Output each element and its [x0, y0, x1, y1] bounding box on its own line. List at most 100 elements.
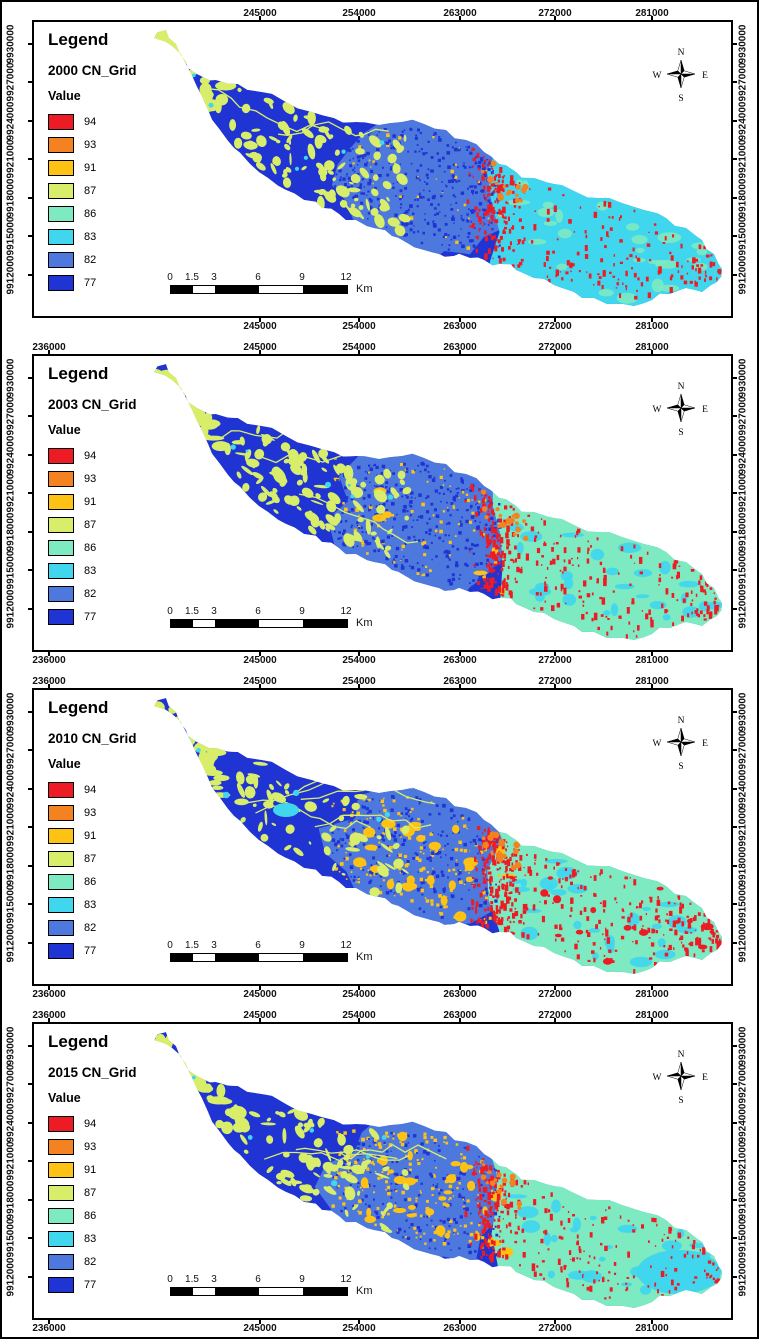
- axis-tick: [28, 377, 32, 379]
- axis-tick: [28, 415, 32, 417]
- legend-entry: 94: [48, 778, 137, 801]
- legend-entries: 94 93 91 87 86 83 82 77: [48, 778, 137, 962]
- map-frame: Legend 2003 CN_Grid Value 94 93 91 87 86 83 82…: [32, 354, 733, 652]
- axis-tick: [28, 1276, 32, 1278]
- y-axis-label-left: 9912000: [5, 255, 17, 295]
- legend-entry: 83: [48, 225, 137, 248]
- y-axis-label-right: 9921000: [737, 139, 749, 179]
- legend-swatch-83: [48, 1230, 74, 1247]
- y-axis-label-left: 9915000: [5, 884, 17, 924]
- legend-entry-value: 91: [84, 161, 97, 174]
- y-axis-label-left: 9930000: [5, 692, 17, 732]
- map-frame: Legend 2015 CN_Grid Value 94 93 91 87 86 83 82…: [32, 1022, 733, 1320]
- legend-swatch-82: [48, 585, 74, 602]
- legend-entries: 94 93 91 87 86 83 82 77: [48, 1112, 137, 1296]
- legend-entry-value: 87: [84, 1186, 97, 1199]
- legend-entry: 87: [48, 513, 137, 536]
- legend-entry: 83: [48, 893, 137, 916]
- axis-tick: [733, 788, 737, 790]
- y-axis-label-right: 9912000: [737, 255, 749, 295]
- y-axis-label-right: 9918000: [737, 512, 749, 552]
- compass-e-label: E: [702, 71, 708, 81]
- legend-swatch-82: [48, 1253, 74, 1270]
- legend-entry-value: 77: [84, 944, 97, 957]
- legend-entry-value: 93: [84, 1140, 97, 1153]
- legend-entry: 86: [48, 202, 137, 225]
- axis-tick: [259, 318, 261, 322]
- compass-w-label: W: [653, 739, 662, 749]
- legend-entry: 94: [48, 444, 137, 467]
- scale-label: 1.5: [185, 272, 199, 283]
- x-axis-label-top: 272000: [538, 8, 572, 19]
- watershed-map: [154, 30, 722, 306]
- legend-swatch-82: [48, 251, 74, 268]
- axis-tick: [28, 531, 32, 533]
- legend-entry: 87: [48, 179, 137, 202]
- north-arrow: N E S W: [646, 370, 716, 440]
- y-axis-label-left: 9930000: [5, 1026, 17, 1066]
- scale-label: 1.5: [185, 606, 199, 617]
- legend-entry-value: 82: [84, 253, 97, 266]
- scale-label: 1.5: [185, 1274, 199, 1285]
- legend-swatch-91: [48, 159, 74, 176]
- map-frame: Legend 2010 CN_Grid Value 94 93 91 87 86 83 82…: [32, 688, 733, 986]
- x-axis-label-bottom: 254000: [342, 989, 376, 1000]
- y-axis-label-right: 9927000: [737, 1064, 749, 1104]
- axis-tick: [733, 377, 737, 379]
- x-axis-label-bottom: 263000: [443, 989, 477, 1000]
- x-axis-label-top: 245000: [243, 8, 277, 19]
- legend-entry-value: 82: [84, 1255, 97, 1268]
- x-axis-label-top: 254000: [342, 8, 376, 19]
- legend-entry-value: 91: [84, 495, 97, 508]
- north-arrow: N E S W: [646, 1038, 716, 1108]
- y-axis-label-right: 9930000: [737, 692, 749, 732]
- scale-bar-segment: [215, 1288, 259, 1295]
- axis-tick: [28, 43, 32, 45]
- y-axis-label-left: 9921000: [5, 139, 17, 179]
- legend-entry: 86: [48, 1204, 137, 1227]
- x-axis-label-bottom: 245000: [243, 655, 277, 666]
- legend-entry: 91: [48, 490, 137, 513]
- x-axis-label-bottom: 254000: [342, 321, 376, 332]
- axis-tick: [28, 274, 32, 276]
- legend-entry: 91: [48, 156, 137, 179]
- scale-bar-segment: [303, 286, 347, 293]
- legend-value-label: Value: [48, 1091, 81, 1105]
- x-axis-label-bottom: 281000: [635, 655, 669, 666]
- scale-label: 9: [299, 940, 305, 951]
- axis-tick: [28, 235, 32, 237]
- legend-entry: 93: [48, 133, 137, 156]
- scale-label: 0: [167, 606, 173, 617]
- legend-entry-value: 83: [84, 1232, 97, 1245]
- scale-bar-segment: [215, 954, 259, 961]
- legend-layer-title: 2003 CN_Grid: [48, 397, 137, 412]
- y-axis-label-right: 9912000: [737, 1257, 749, 1297]
- x-axis-label-top: 263000: [443, 676, 477, 687]
- y-axis-label-right: 9930000: [737, 1026, 749, 1066]
- legend-swatch-86: [48, 205, 74, 222]
- y-axis-label-right: 9915000: [737, 550, 749, 590]
- x-axis-label-top: 236000: [32, 342, 66, 353]
- axis-tick: [459, 16, 461, 20]
- legend-entry: 83: [48, 559, 137, 582]
- scale-bar-segment: [193, 286, 215, 293]
- legend-entry: 82: [48, 248, 137, 271]
- legend-entry: 93: [48, 467, 137, 490]
- axis-tick: [358, 652, 360, 656]
- axis-tick: [733, 608, 737, 610]
- legend-entry: 93: [48, 801, 137, 824]
- x-axis-label-bottom: 263000: [443, 655, 477, 666]
- legend-entry-value: 94: [84, 115, 97, 128]
- x-axis-label-bottom: 272000: [538, 1323, 572, 1334]
- axis-tick: [554, 350, 556, 354]
- scale-label: 12: [340, 940, 352, 951]
- x-axis-label-bottom: 254000: [342, 655, 376, 666]
- legend-swatch-77: [48, 608, 74, 625]
- compass-s-label: S: [678, 94, 683, 104]
- north-arrow: N E S W: [646, 704, 716, 774]
- axis-tick: [28, 1199, 32, 1201]
- legend-entry-value: 94: [84, 449, 97, 462]
- axis-tick: [459, 350, 461, 354]
- legend-swatch-87: [48, 1184, 74, 1201]
- map-panel-2015: Legend 2015 CN_Grid Value 94 93 91 87 86 83 82…: [2, 1009, 757, 1336]
